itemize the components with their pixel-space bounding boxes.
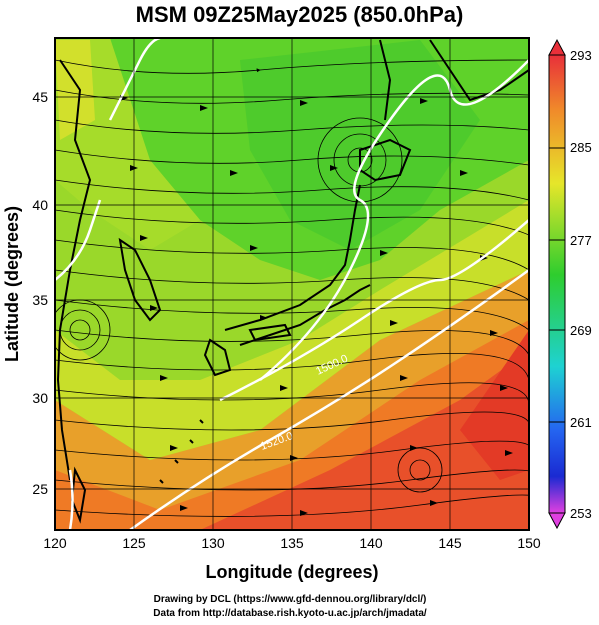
colorbar-tick-labels: 293 285 277 269 261 253 (570, 48, 592, 521)
height-contours (55, 38, 529, 530)
x-tick-labels: 120 125 130 135 140 145 150 (43, 535, 541, 551)
colorbar-tick-label: 285 (570, 140, 592, 155)
x-tick-label: 150 (517, 535, 541, 551)
x-tick-label: 125 (122, 535, 146, 551)
y-tick-label: 35 (32, 292, 48, 308)
y-tick-label: 30 (32, 390, 48, 406)
y-axis-label: Latitude (degrees) (2, 206, 22, 362)
colorbar-tick-label: 277 (570, 233, 592, 248)
colorbar-tick-label: 253 (570, 506, 592, 521)
colorbar-tick-label: 269 (570, 323, 592, 338)
x-axis-label: Longitude (degrees) (205, 562, 378, 582)
y-tick-label: 25 (32, 481, 48, 497)
lat-lon-grid (55, 38, 529, 530)
colorbar-tick-label: 261 (570, 415, 592, 430)
x-tick-label: 130 (201, 535, 225, 551)
y-tick-labels: 25 30 35 40 45 (32, 89, 48, 497)
x-tick-label: 145 (438, 535, 462, 551)
colorbar-tick-label: 293 (570, 48, 592, 63)
credit-data: Data from http://database.rish.kyoto-u.a… (153, 608, 427, 619)
streamlines (55, 59, 529, 517)
y-tick-label: 40 (32, 197, 48, 213)
colorbar-scale (548, 54, 566, 514)
x-tick-label: 120 (43, 535, 67, 551)
colorbar-max-arrow (548, 38, 566, 56)
plot-frame (54, 37, 530, 531)
x-tick-label: 135 (280, 535, 304, 551)
map-title: MSM 09Z25May2025 (850.0hPa) (135, 2, 464, 27)
credit-drawing: Drawing by DCL (https://www.gfd-dennou.o… (153, 594, 427, 605)
colorbar: 293 285 277 269 261 253 (548, 38, 592, 530)
colorbar-min-arrow (548, 512, 566, 530)
y-tick-label: 45 (32, 89, 48, 105)
x-tick-label: 140 (359, 535, 383, 551)
